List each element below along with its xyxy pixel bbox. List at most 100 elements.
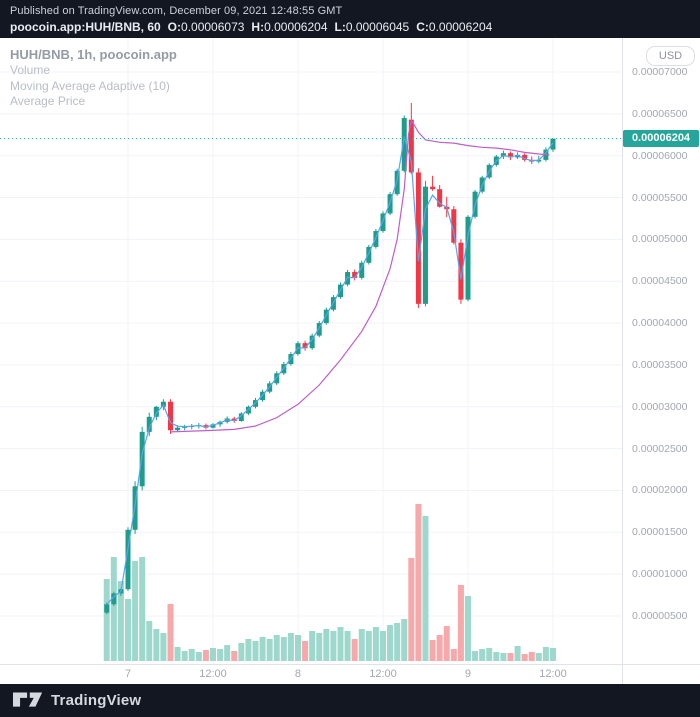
- candle: [401, 115, 407, 173]
- volume-bar: [486, 648, 493, 661]
- candle: [394, 168, 400, 196]
- candle: [316, 320, 322, 338]
- candle: [422, 180, 428, 307]
- ma-adaptive-line: [106, 136, 554, 605]
- candle: [139, 426, 145, 491]
- volume-bar: [287, 633, 294, 661]
- candle: [302, 340, 308, 351]
- currency-toggle-button[interactable]: USD: [646, 46, 695, 66]
- volume-bar: [464, 596, 471, 661]
- volume-bar: [181, 651, 188, 661]
- volume-bar: [245, 639, 252, 661]
- volume-bar: [160, 633, 167, 661]
- volume-bar: [429, 640, 436, 661]
- ohlc-values: O:0.00006073 H:0.00006204 L:0.00006045 C:0.…: [161, 20, 493, 34]
- legend-item-average-price: Average Price: [10, 94, 86, 108]
- volume-bar: [103, 579, 110, 661]
- candle: [458, 239, 464, 304]
- volume-bar: [110, 557, 117, 661]
- price-axis-label: 0.00000500: [632, 610, 688, 622]
- symbol-name: poocoin.app:HUH/BNB, 60: [10, 20, 161, 34]
- price-axis-label: 0.00001000: [632, 568, 688, 581]
- price-axis-label: 0.00004000: [632, 317, 688, 330]
- footer-bar: TradingView: [0, 684, 700, 717]
- price-axis[interactable]: 0.00007000 0.00006500 0.00006000 0.00005500…: [622, 38, 700, 665]
- tradingview-logo-link[interactable]: TradingView: [13, 692, 141, 709]
- volume-bar: [549, 648, 556, 661]
- candle: [182, 424, 188, 431]
- volume-bar: [535, 653, 542, 661]
- volume-bar: [507, 653, 514, 661]
- volume-bar: [266, 639, 273, 661]
- ohlc-key: O:: [167, 20, 182, 34]
- candle: [465, 215, 471, 302]
- volume-bar: [408, 558, 415, 661]
- candle: [231, 416, 237, 423]
- volume-bar: [195, 652, 202, 661]
- volume-bar: [542, 647, 549, 661]
- volume-bar: [415, 504, 422, 661]
- volume-bar: [209, 648, 216, 661]
- volume-bar: [294, 635, 301, 661]
- price-axis-label: 0.00003500: [632, 358, 688, 371]
- volume-bar: [387, 625, 394, 661]
- volume-bar: [422, 516, 429, 661]
- volume-bar: [394, 623, 401, 661]
- average-price-line: [170, 118, 550, 433]
- price-axis-label: 0.00001500: [632, 526, 688, 539]
- ohlc-value: 0.00006204: [428, 20, 493, 34]
- candle: [415, 168, 421, 309]
- volume-bar: [252, 641, 259, 661]
- symbol-ohlc-line: poocoin.app:HUH/BNB, 60 O:0.00006073 H:0.0…: [10, 19, 700, 35]
- ohlc-key: H:: [251, 20, 265, 34]
- volume-bar: [238, 643, 245, 661]
- volume-bar: [358, 629, 365, 661]
- volume-bar: [457, 585, 464, 661]
- time-axis-label: 9: [464, 668, 472, 680]
- volume-bar: [202, 650, 209, 661]
- volume-bar: [472, 651, 479, 661]
- time-axis-label: 12:00: [199, 668, 227, 680]
- volume-bar: [365, 631, 372, 661]
- legend-item-ma-adaptive: Moving Average Adaptive (10): [10, 78, 170, 93]
- volume-bar: [259, 637, 266, 661]
- volume-bar: [500, 653, 507, 661]
- volume-bar: [372, 627, 379, 661]
- candle: [104, 602, 110, 615]
- candle: [522, 153, 528, 162]
- volume-bar: [443, 626, 450, 661]
- volume-bar: [379, 631, 386, 661]
- volume-bar: [436, 635, 443, 661]
- price-axis-label: 0.00006500: [632, 107, 688, 120]
- candle: [146, 412, 152, 437]
- price-axis-label: 0.00002000: [632, 484, 688, 497]
- ohlc-key: C:: [416, 20, 429, 34]
- volume-bar: [217, 649, 224, 661]
- candle: [366, 244, 372, 265]
- volume-bar: [153, 629, 160, 661]
- volume-bar: [280, 637, 287, 661]
- price-axis-label: 0.00007000: [632, 66, 688, 78]
- candle: [451, 205, 457, 245]
- volume-bar: [528, 652, 535, 661]
- tradingview-brand-name: TradingView: [51, 692, 142, 709]
- ohlc-value: 0.00006204: [264, 20, 328, 34]
- volume-bar: [167, 604, 174, 661]
- publish-header: Published on TradingView.com, December 0…: [0, 0, 700, 38]
- time-axis-label: 12:00: [539, 668, 567, 680]
- price-axis-label: 0.00003000: [632, 400, 688, 413]
- chart-legend: HUH/BNB, 1h, poocoin.app Volume Moving A…: [10, 46, 177, 110]
- ohlc-value: 0.00006045: [345, 20, 410, 34]
- published-timestamp: Published on TradingView.com, December 0…: [10, 5, 343, 17]
- price-axis-label: 0.00005000: [632, 233, 688, 246]
- volume-bar: [514, 646, 521, 661]
- last-price-tag: 0.00006204: [623, 130, 699, 148]
- candle: [238, 412, 244, 422]
- volume-bar: [231, 651, 238, 661]
- volume-bar: [450, 649, 457, 661]
- time-axis-label: 7: [124, 668, 132, 680]
- time-axis[interactable]: 7 12:00 8 12:00 9 12:00: [0, 665, 622, 684]
